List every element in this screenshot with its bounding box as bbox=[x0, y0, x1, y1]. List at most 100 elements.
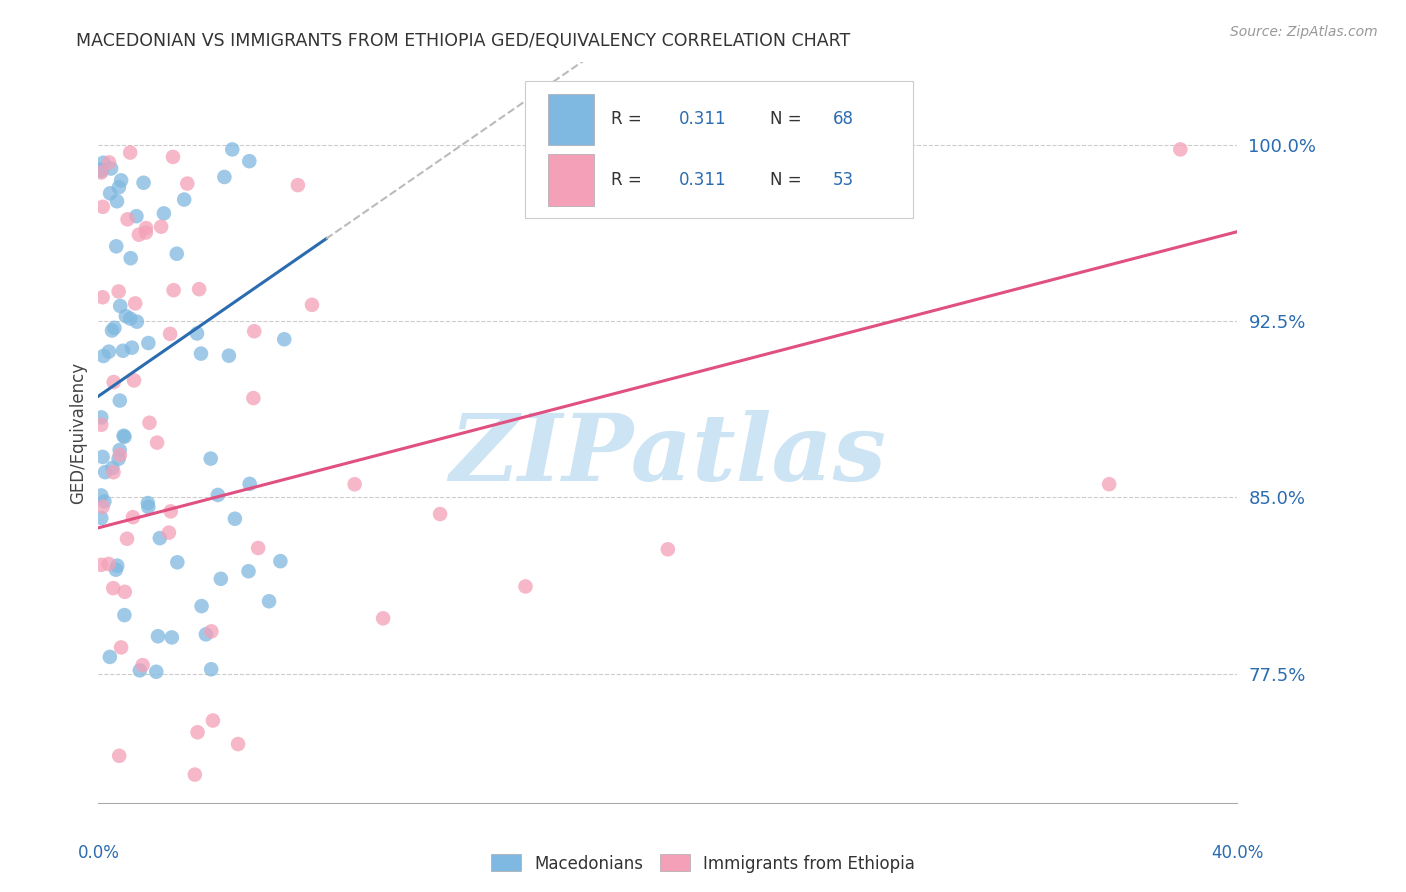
Point bbox=[125, 209, 148, 223]
Point bbox=[173, 193, 195, 207]
Text: 0.311: 0.311 bbox=[679, 171, 727, 189]
Text: 68: 68 bbox=[832, 111, 853, 128]
Point bbox=[120, 311, 142, 326]
Point bbox=[110, 640, 132, 655]
Legend: Macedonians, Immigrants from Ethiopia: Macedonians, Immigrants from Ethiopia bbox=[484, 847, 922, 880]
Point bbox=[138, 336, 160, 351]
Point bbox=[128, 227, 150, 242]
Text: Source: ZipAtlas.com: Source: ZipAtlas.com bbox=[1230, 25, 1378, 39]
FancyBboxPatch shape bbox=[526, 81, 912, 218]
Point bbox=[97, 557, 120, 571]
Point bbox=[238, 154, 260, 169]
Point bbox=[90, 410, 112, 425]
Point bbox=[120, 251, 142, 265]
Point bbox=[190, 346, 212, 360]
Point bbox=[135, 226, 157, 240]
Point bbox=[93, 155, 115, 169]
Point bbox=[176, 177, 198, 191]
Point bbox=[657, 542, 679, 557]
Point bbox=[160, 631, 183, 645]
Point bbox=[200, 451, 222, 466]
Point bbox=[226, 737, 249, 751]
Point bbox=[209, 572, 232, 586]
Point bbox=[224, 512, 246, 526]
Point bbox=[90, 162, 112, 177]
Point bbox=[90, 417, 112, 432]
Point bbox=[201, 714, 224, 728]
Point bbox=[214, 169, 236, 184]
Text: 0.311: 0.311 bbox=[679, 111, 727, 128]
Point bbox=[515, 579, 537, 593]
Point bbox=[149, 531, 172, 545]
Point bbox=[115, 532, 138, 546]
Point bbox=[101, 461, 124, 475]
Point bbox=[105, 239, 128, 253]
Point bbox=[190, 599, 212, 613]
Point bbox=[128, 664, 150, 678]
Point bbox=[107, 285, 129, 299]
Point bbox=[110, 173, 132, 187]
Point bbox=[91, 290, 114, 304]
Point bbox=[121, 341, 143, 355]
Text: 40.0%: 40.0% bbox=[1211, 844, 1264, 862]
Point bbox=[159, 504, 181, 518]
Text: R =: R = bbox=[612, 171, 641, 189]
Point bbox=[159, 326, 181, 341]
Point bbox=[91, 450, 114, 464]
Point bbox=[108, 448, 131, 462]
Point bbox=[187, 725, 209, 739]
Point bbox=[93, 349, 115, 363]
Point bbox=[273, 332, 295, 346]
Point bbox=[98, 649, 121, 664]
Point bbox=[1170, 142, 1192, 156]
Point bbox=[186, 326, 208, 341]
Point bbox=[108, 442, 131, 457]
Point bbox=[132, 176, 155, 190]
Point bbox=[101, 324, 124, 338]
Point bbox=[105, 194, 128, 209]
Point bbox=[145, 665, 167, 679]
Point bbox=[242, 391, 264, 405]
Point bbox=[124, 296, 146, 310]
Point bbox=[111, 343, 134, 358]
Point bbox=[125, 315, 148, 329]
Point bbox=[153, 206, 176, 220]
Point bbox=[115, 309, 138, 323]
Point bbox=[131, 658, 153, 673]
Point bbox=[238, 564, 260, 578]
Point bbox=[135, 221, 157, 235]
Point bbox=[91, 200, 114, 214]
Point bbox=[136, 500, 159, 514]
Point bbox=[97, 344, 120, 359]
Point bbox=[90, 488, 112, 502]
FancyBboxPatch shape bbox=[548, 94, 593, 145]
Point bbox=[150, 219, 173, 234]
Text: 0.0%: 0.0% bbox=[77, 844, 120, 862]
Point bbox=[120, 145, 142, 160]
Point bbox=[108, 180, 131, 194]
Point bbox=[103, 581, 125, 595]
Text: N =: N = bbox=[770, 111, 801, 128]
Point bbox=[104, 563, 127, 577]
Point bbox=[373, 611, 395, 625]
Y-axis label: GED/Equivalency: GED/Equivalency bbox=[69, 361, 87, 504]
Point bbox=[112, 429, 135, 443]
Point bbox=[343, 477, 366, 491]
Point bbox=[93, 494, 115, 508]
Point bbox=[90, 511, 112, 525]
Point bbox=[117, 212, 139, 227]
FancyBboxPatch shape bbox=[548, 154, 593, 206]
Text: N =: N = bbox=[770, 171, 801, 189]
Text: R =: R = bbox=[612, 111, 641, 128]
Text: ZIPatlas: ZIPatlas bbox=[450, 409, 886, 500]
Point bbox=[207, 488, 229, 502]
Point bbox=[1098, 477, 1121, 491]
Point bbox=[107, 451, 129, 466]
Point bbox=[157, 525, 180, 540]
Point bbox=[162, 150, 184, 164]
Point bbox=[166, 246, 188, 260]
Point bbox=[136, 496, 159, 510]
Point bbox=[98, 186, 121, 201]
Point bbox=[112, 608, 135, 623]
Point bbox=[122, 373, 145, 387]
